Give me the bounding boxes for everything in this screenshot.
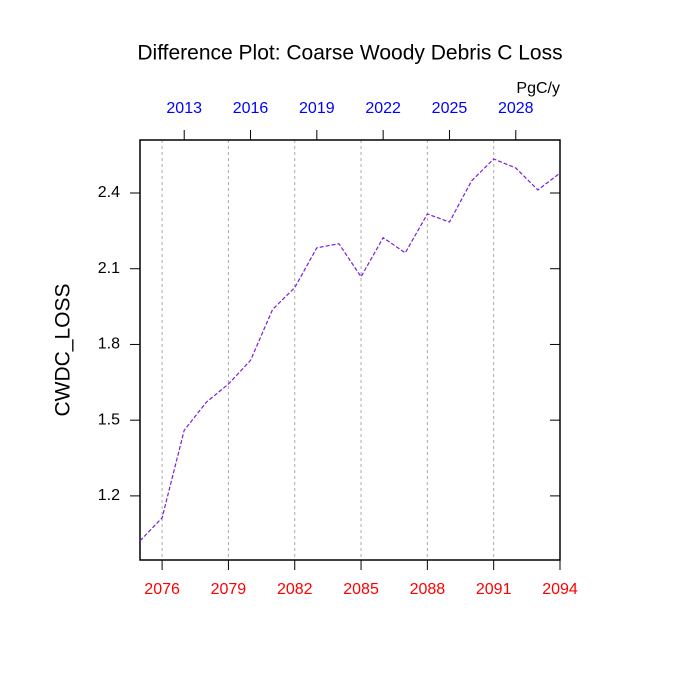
x2-tick-label: 2025 <box>432 100 468 117</box>
x2-tick-label: 2013 <box>166 100 202 117</box>
x-tick-label: 2079 <box>211 581 247 598</box>
x-tick-label: 2085 <box>343 581 379 598</box>
x2-tick-label: 2028 <box>498 100 534 117</box>
y-tick-label: 1.5 <box>98 411 120 428</box>
line-series <box>139 158 561 542</box>
x-tick-label: 2091 <box>476 581 512 598</box>
chart-title: Difference Plot: Coarse Woody Debris C L… <box>137 42 562 65</box>
x-tick-label: 2076 <box>144 581 180 598</box>
y-axis-label: CWDC_LOSS <box>52 283 75 416</box>
x2-tick-label: 2016 <box>233 100 269 117</box>
units-label: PgC/y <box>516 80 560 97</box>
x2-tick-label: 2022 <box>365 100 401 117</box>
x2-tick-label: 2019 <box>299 100 335 117</box>
y-tick-label: 1.2 <box>98 487 120 504</box>
x-tick-label: 2082 <box>277 581 313 598</box>
y-tick-label: 2.1 <box>98 260 120 277</box>
plot-frame <box>139 139 561 561</box>
x-tick-label: 2088 <box>410 581 446 598</box>
x-tick-label: 2094 <box>542 581 578 598</box>
y-tick-label: 1.8 <box>98 336 120 353</box>
y-tick-label: 2.4 <box>98 184 120 201</box>
